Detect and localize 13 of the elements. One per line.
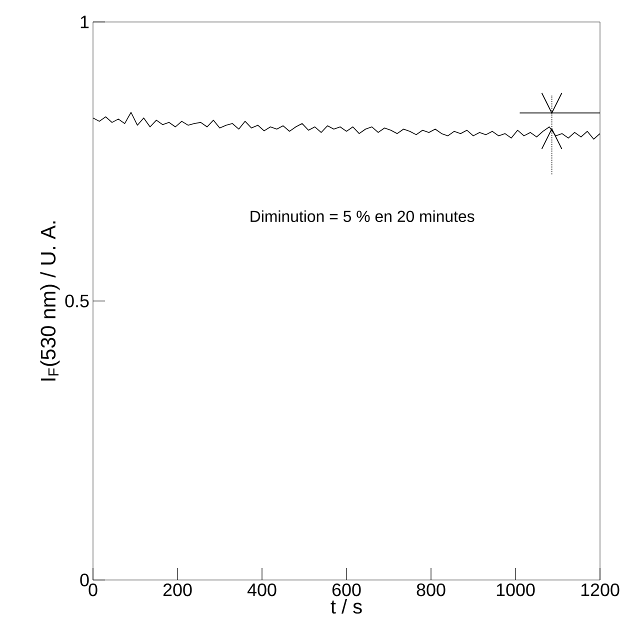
annotation: Diminution = 5 % en 20 minutes [250, 210, 474, 222]
y-tick-label: 0 [80, 574, 89, 586]
x-tick-label: 1000 [496, 584, 535, 596]
x-tick-label: 0 [88, 584, 98, 596]
y-axis-title: I$_{F}$(530 nm) / U. A. [40, 221, 60, 381]
y-tick-label: 0.5 [65, 294, 89, 308]
x-tick-label: 200 [163, 584, 192, 596]
x-tick-label: 800 [416, 584, 446, 596]
x-axis-title: t / s [330, 599, 362, 614]
y-tick-label: 1 [80, 16, 89, 28]
x-tick-label: 1200 [581, 584, 620, 596]
x-tick-label: 400 [247, 584, 276, 596]
x-tick-label: 600 [332, 584, 361, 596]
